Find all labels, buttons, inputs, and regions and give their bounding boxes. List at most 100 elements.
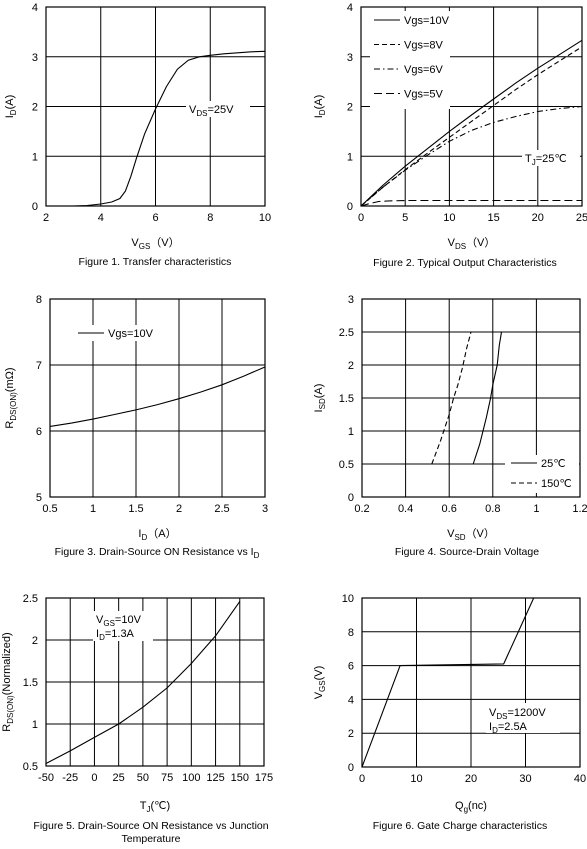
chart-2: 0 5 10 15 20 25 0 1 2 3 4 VDS（V） ID(A) Figure 2. Typi… bbox=[313, 2, 587, 269]
y-tick-label: 0 bbox=[348, 492, 354, 504]
x-tick-label: 150 bbox=[231, 772, 249, 784]
x-tick-label: 100 bbox=[182, 772, 200, 784]
y-tick-label: 0.5 bbox=[23, 761, 38, 773]
y-tick-label: 2.5 bbox=[23, 593, 38, 605]
series-line-s1 bbox=[45, 601, 241, 764]
x-tick-label: -50 bbox=[38, 772, 54, 784]
y-tick-label: 3 bbox=[347, 52, 353, 64]
legend-background bbox=[522, 150, 580, 166]
y-tick-label: 1 bbox=[348, 426, 354, 438]
y-tick-label: 8 bbox=[36, 294, 42, 306]
x-tick-label: 3 bbox=[262, 503, 268, 515]
x-tick-label: 0.4 bbox=[398, 503, 413, 515]
y-tick-label: 1 bbox=[32, 151, 38, 163]
y-tick-label: 0.5 bbox=[339, 459, 354, 471]
annotation-vgs: VGS=10V bbox=[96, 614, 142, 628]
legend-background bbox=[370, 11, 450, 109]
y-tick-label: 8 bbox=[348, 627, 354, 639]
x-tick-label: 40 bbox=[574, 773, 586, 785]
plot-frame bbox=[45, 597, 265, 767]
chart-5: -50 -25 0 25 50 75 100 125 150 175 0.5 1 1.5 2 2.5 TJ(℃… bbox=[1, 593, 273, 845]
x-tick-label: 0 bbox=[358, 212, 364, 224]
legend-label: 25℃ bbox=[541, 458, 566, 470]
x-axis-label: VDS（V） bbox=[448, 236, 496, 251]
series-line-25- bbox=[472, 331, 503, 465]
y-tick-label: 4 bbox=[347, 2, 353, 14]
figure-caption: Figure 4. Source-Drain Voltage bbox=[395, 546, 539, 558]
x-tick-label: 125 bbox=[206, 772, 224, 784]
legend-background bbox=[186, 101, 250, 117]
y-tick-label: 1.5 bbox=[23, 677, 38, 689]
figure-caption: Figure 3. Drain-Source ON Resistance vs … bbox=[55, 546, 260, 560]
x-tick-label: 2 bbox=[43, 212, 49, 224]
x-tick-label: 0.6 bbox=[442, 503, 457, 515]
x-tick-label: 1 bbox=[533, 503, 539, 515]
y-axis-label: ID(A) bbox=[4, 95, 18, 119]
legend-background bbox=[76, 325, 158, 341]
y-tick-label: 4 bbox=[32, 2, 38, 14]
y-axis-label: ISD(A) bbox=[313, 384, 327, 413]
figure-caption: Figure 1. Transfer characteristics bbox=[79, 256, 232, 268]
x-tick-label: 20 bbox=[532, 212, 544, 224]
x-tick-label: 0.5 bbox=[42, 503, 57, 515]
y-tick-label: 2 bbox=[348, 728, 354, 740]
x-tick-label: 50 bbox=[137, 772, 149, 784]
annotation-id: ID=2.5A bbox=[489, 721, 528, 735]
legend-background bbox=[505, 455, 579, 493]
y-tick-label: 5 bbox=[36, 492, 42, 504]
plot-frame bbox=[361, 298, 581, 498]
chart-1: 2 4 6 8 10 0 1 2 3 4 VGS（V） ID(A) Figure 1. Transfer… bbox=[4, 2, 271, 268]
x-axis-label: TJ(℃) bbox=[140, 800, 170, 814]
x-tick-label: 8 bbox=[207, 212, 213, 224]
x-axis-label: VGS（V） bbox=[131, 236, 179, 251]
x-tick-label: 0.8 bbox=[485, 503, 500, 515]
x-tick-label: 25 bbox=[113, 772, 125, 784]
y-tick-label: 2.5 bbox=[339, 327, 354, 339]
chart-6: 0 10 20 30 40 0 2 4 6 8 10 Qg(nc) VGS(V) Figure 6. Ga… bbox=[313, 593, 586, 832]
x-tick-label: 30 bbox=[519, 773, 531, 785]
legend-label: 150℃ bbox=[541, 478, 572, 490]
x-tick-label: 0.2 bbox=[354, 503, 369, 515]
y-tick-label: 2 bbox=[347, 102, 353, 114]
x-tick-label: 5 bbox=[402, 212, 408, 224]
y-tick-label: 10 bbox=[342, 593, 354, 605]
annotation-id: ID=1.3A bbox=[96, 628, 135, 642]
x-tick-label: 2 bbox=[176, 503, 182, 515]
legend-background bbox=[486, 703, 560, 733]
x-tick-label: 1.2 bbox=[572, 503, 587, 515]
legend-label: Vgs=5V bbox=[404, 89, 443, 101]
legend-label: Vgs=10V bbox=[404, 15, 450, 27]
plot-frame bbox=[45, 6, 266, 207]
plot-frame bbox=[361, 597, 581, 768]
legend-label: Vgs=8V bbox=[404, 40, 443, 52]
series-line-s1 bbox=[361, 597, 535, 768]
x-tick-label: 20 bbox=[465, 773, 477, 785]
y-tick-label: 7 bbox=[36, 360, 42, 372]
series-line-s1 bbox=[73, 50, 266, 207]
x-tick-label: -25 bbox=[62, 772, 78, 784]
y-tick-label: 6 bbox=[348, 661, 354, 673]
x-axis-label: Qg(nc) bbox=[455, 800, 487, 814]
y-tick-label: 1 bbox=[32, 719, 38, 731]
series-line-vgs-5v bbox=[360, 199, 582, 207]
y-tick-label: 6 bbox=[36, 426, 42, 438]
chart-3: 0.5 1 1.5 2 2.5 3 5 6 7 8 ID（A） RDS(ON)(mΩ) Figure 3… bbox=[4, 294, 268, 560]
annotation-tj: TJ=25℃ bbox=[525, 153, 567, 167]
chart-4: 0.2 0.4 0.6 0.8 1 1.2 0 0.5 1 1.5 2 2.5 3 VSD（V） ISD(A… bbox=[313, 294, 587, 558]
y-axis-label: RDS(ON)(mΩ) bbox=[4, 367, 18, 428]
series-line-vgs-8v bbox=[360, 46, 583, 207]
legend-background bbox=[93, 611, 153, 641]
y-tick-label: 2 bbox=[32, 102, 38, 114]
series-line-vgs-10v bbox=[360, 39, 583, 207]
x-tick-label: 15 bbox=[487, 212, 499, 224]
x-tick-label: 25 bbox=[576, 212, 587, 224]
y-tick-label: 1 bbox=[347, 151, 353, 163]
y-tick-label: 2 bbox=[348, 360, 354, 372]
x-tick-label: 1.5 bbox=[128, 503, 143, 515]
y-tick-label: 4 bbox=[348, 694, 354, 706]
x-tick-label: 0 bbox=[359, 773, 365, 785]
series-line-vgs-10v bbox=[49, 366, 266, 427]
x-tick-label: 175 bbox=[255, 772, 273, 784]
y-tick-label: 3 bbox=[32, 52, 38, 64]
